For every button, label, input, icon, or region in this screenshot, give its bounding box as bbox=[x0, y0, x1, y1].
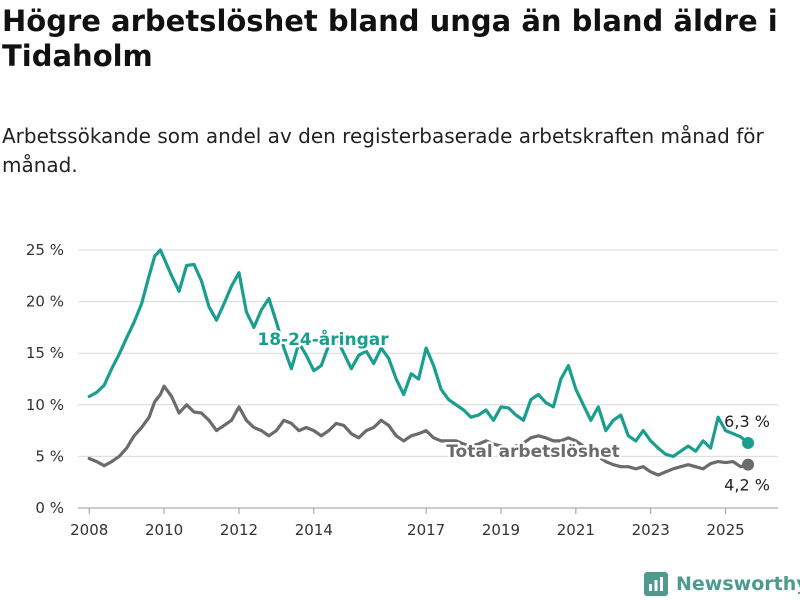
y-tick-label: 15 % bbox=[26, 344, 64, 362]
newsworthy-logo: Newsworthy bbox=[644, 570, 800, 598]
series-name-label-youth: 18-24-åringar bbox=[257, 328, 389, 350]
x-axis: 2008 2010 2012 2014 2017 2019 2021 2023 2025 bbox=[70, 508, 745, 539]
series-labels: 6,3 % 4,2 % 18-24-åringar Total arbetslöshe… bbox=[255, 326, 770, 495]
series-end-label-1: 4,2 % bbox=[724, 476, 770, 495]
y-tick-label: 20 % bbox=[26, 293, 64, 311]
series-line-0 bbox=[87, 248, 750, 458]
x-tick-label: 2017 bbox=[407, 521, 445, 539]
chart-title: Högre arbetslöshet bland unga än bland ä… bbox=[2, 4, 778, 73]
line-chart: 0 %5 %10 %15 %20 %25 % 2008 2010 2012 2014 2… bbox=[26, 241, 778, 539]
x-tick-label: 2010 bbox=[145, 521, 183, 539]
gridlines bbox=[78, 249, 778, 509]
series-name-label-total: Total arbetslöshet bbox=[446, 442, 620, 462]
y-tick-label: 25 % bbox=[26, 241, 64, 259]
x-tick-label: 2008 bbox=[70, 521, 108, 539]
x-tick-label: 2023 bbox=[632, 521, 670, 539]
series-end-point-0 bbox=[742, 436, 755, 449]
chart-subtitle: Arbetssökande som andel av den registerb… bbox=[2, 124, 764, 177]
y-tick-label: 10 % bbox=[26, 396, 64, 414]
newsworthy-logo-icon bbox=[644, 572, 668, 596]
x-tick-label: 2014 bbox=[295, 521, 333, 539]
series-lines bbox=[87, 248, 755, 477]
series-end-point-1 bbox=[742, 458, 755, 471]
x-tick-label: 2025 bbox=[706, 521, 744, 539]
x-tick-label: 2019 bbox=[482, 521, 520, 539]
y-tick-label: 0 % bbox=[35, 499, 64, 517]
x-tick-label: 2021 bbox=[557, 521, 595, 539]
newsworthy-logo-text: Newsworthy bbox=[676, 573, 800, 595]
x-tick-label: 2012 bbox=[220, 521, 258, 539]
series-end-label-0: 6,3 % bbox=[724, 412, 770, 431]
y-axis-ticks: 0 % 5 % 10 % 15 % 20 % 25 % bbox=[26, 241, 64, 517]
series-line-1 bbox=[87, 384, 750, 477]
y-tick-label: 5 % bbox=[35, 447, 64, 465]
